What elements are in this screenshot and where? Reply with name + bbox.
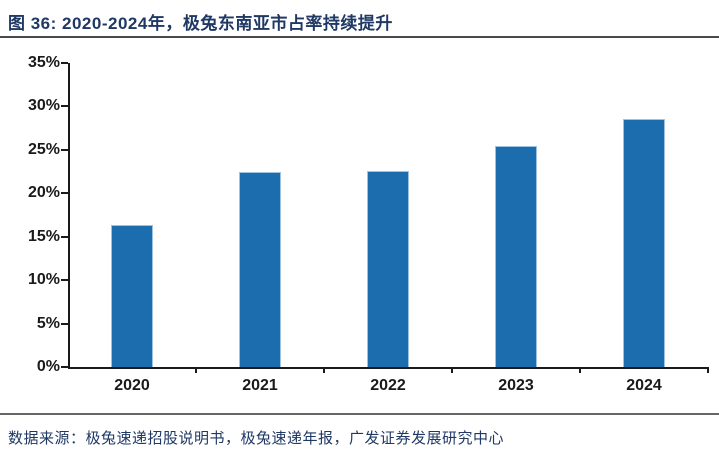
y-axis-tick	[61, 192, 68, 195]
x-axis-label-2021: 2021	[242, 377, 278, 394]
source-divider-line	[0, 413, 719, 415]
y-axis-tick	[61, 279, 68, 282]
bar-2024	[623, 118, 665, 367]
source-note: 数据来源：极兔速递招股说明书，极兔速递年报，广发证券发展研究中心	[8, 431, 505, 447]
x-axis-line	[68, 367, 708, 369]
x-axis-label-2022: 2022	[370, 377, 406, 394]
figure-title: 图 36: 2020-2024年，极兔东南亚市占率持续提升	[8, 14, 393, 33]
y-axis-line	[68, 63, 70, 369]
y-axis-tick-label: 10%	[27, 271, 60, 289]
bar-2023	[495, 146, 537, 367]
x-axis-label-2024: 2024	[626, 377, 662, 394]
bar-2020	[111, 224, 153, 367]
bar-chart: 0% 5% 10% 15% 20% 25% 30% 35% 2020 2021 2022 2023 20…	[27, 54, 709, 394]
y-axis-tick	[61, 322, 68, 325]
x-axis-tick	[707, 367, 709, 373]
y-axis-tick	[61, 105, 68, 108]
x-axis-label-2023: 2023	[498, 377, 534, 394]
bar-2021	[239, 172, 281, 367]
y-axis-tick-label: 15%	[27, 227, 60, 245]
y-axis-tick	[61, 148, 68, 151]
y-axis-tick-label: 25%	[27, 140, 60, 158]
x-axis-tick	[579, 367, 581, 373]
bar-2022	[367, 170, 409, 367]
title-divider-line	[0, 36, 719, 38]
y-axis-tick-label: 35%	[27, 54, 60, 71]
y-axis-tick	[61, 235, 68, 238]
y-axis-tick	[61, 366, 68, 368]
y-axis-tick-label: 0%	[36, 358, 60, 375]
y-axis-tick-label: 30%	[27, 97, 60, 115]
y-axis-tick	[61, 62, 68, 64]
x-axis-tick	[195, 367, 197, 373]
x-axis-tick	[323, 367, 325, 373]
y-axis-tick-label: 5%	[36, 314, 60, 332]
x-axis-tick	[451, 367, 453, 373]
y-axis-tick-label: 20%	[27, 184, 60, 202]
x-axis-label-2020: 2020	[114, 377, 150, 394]
